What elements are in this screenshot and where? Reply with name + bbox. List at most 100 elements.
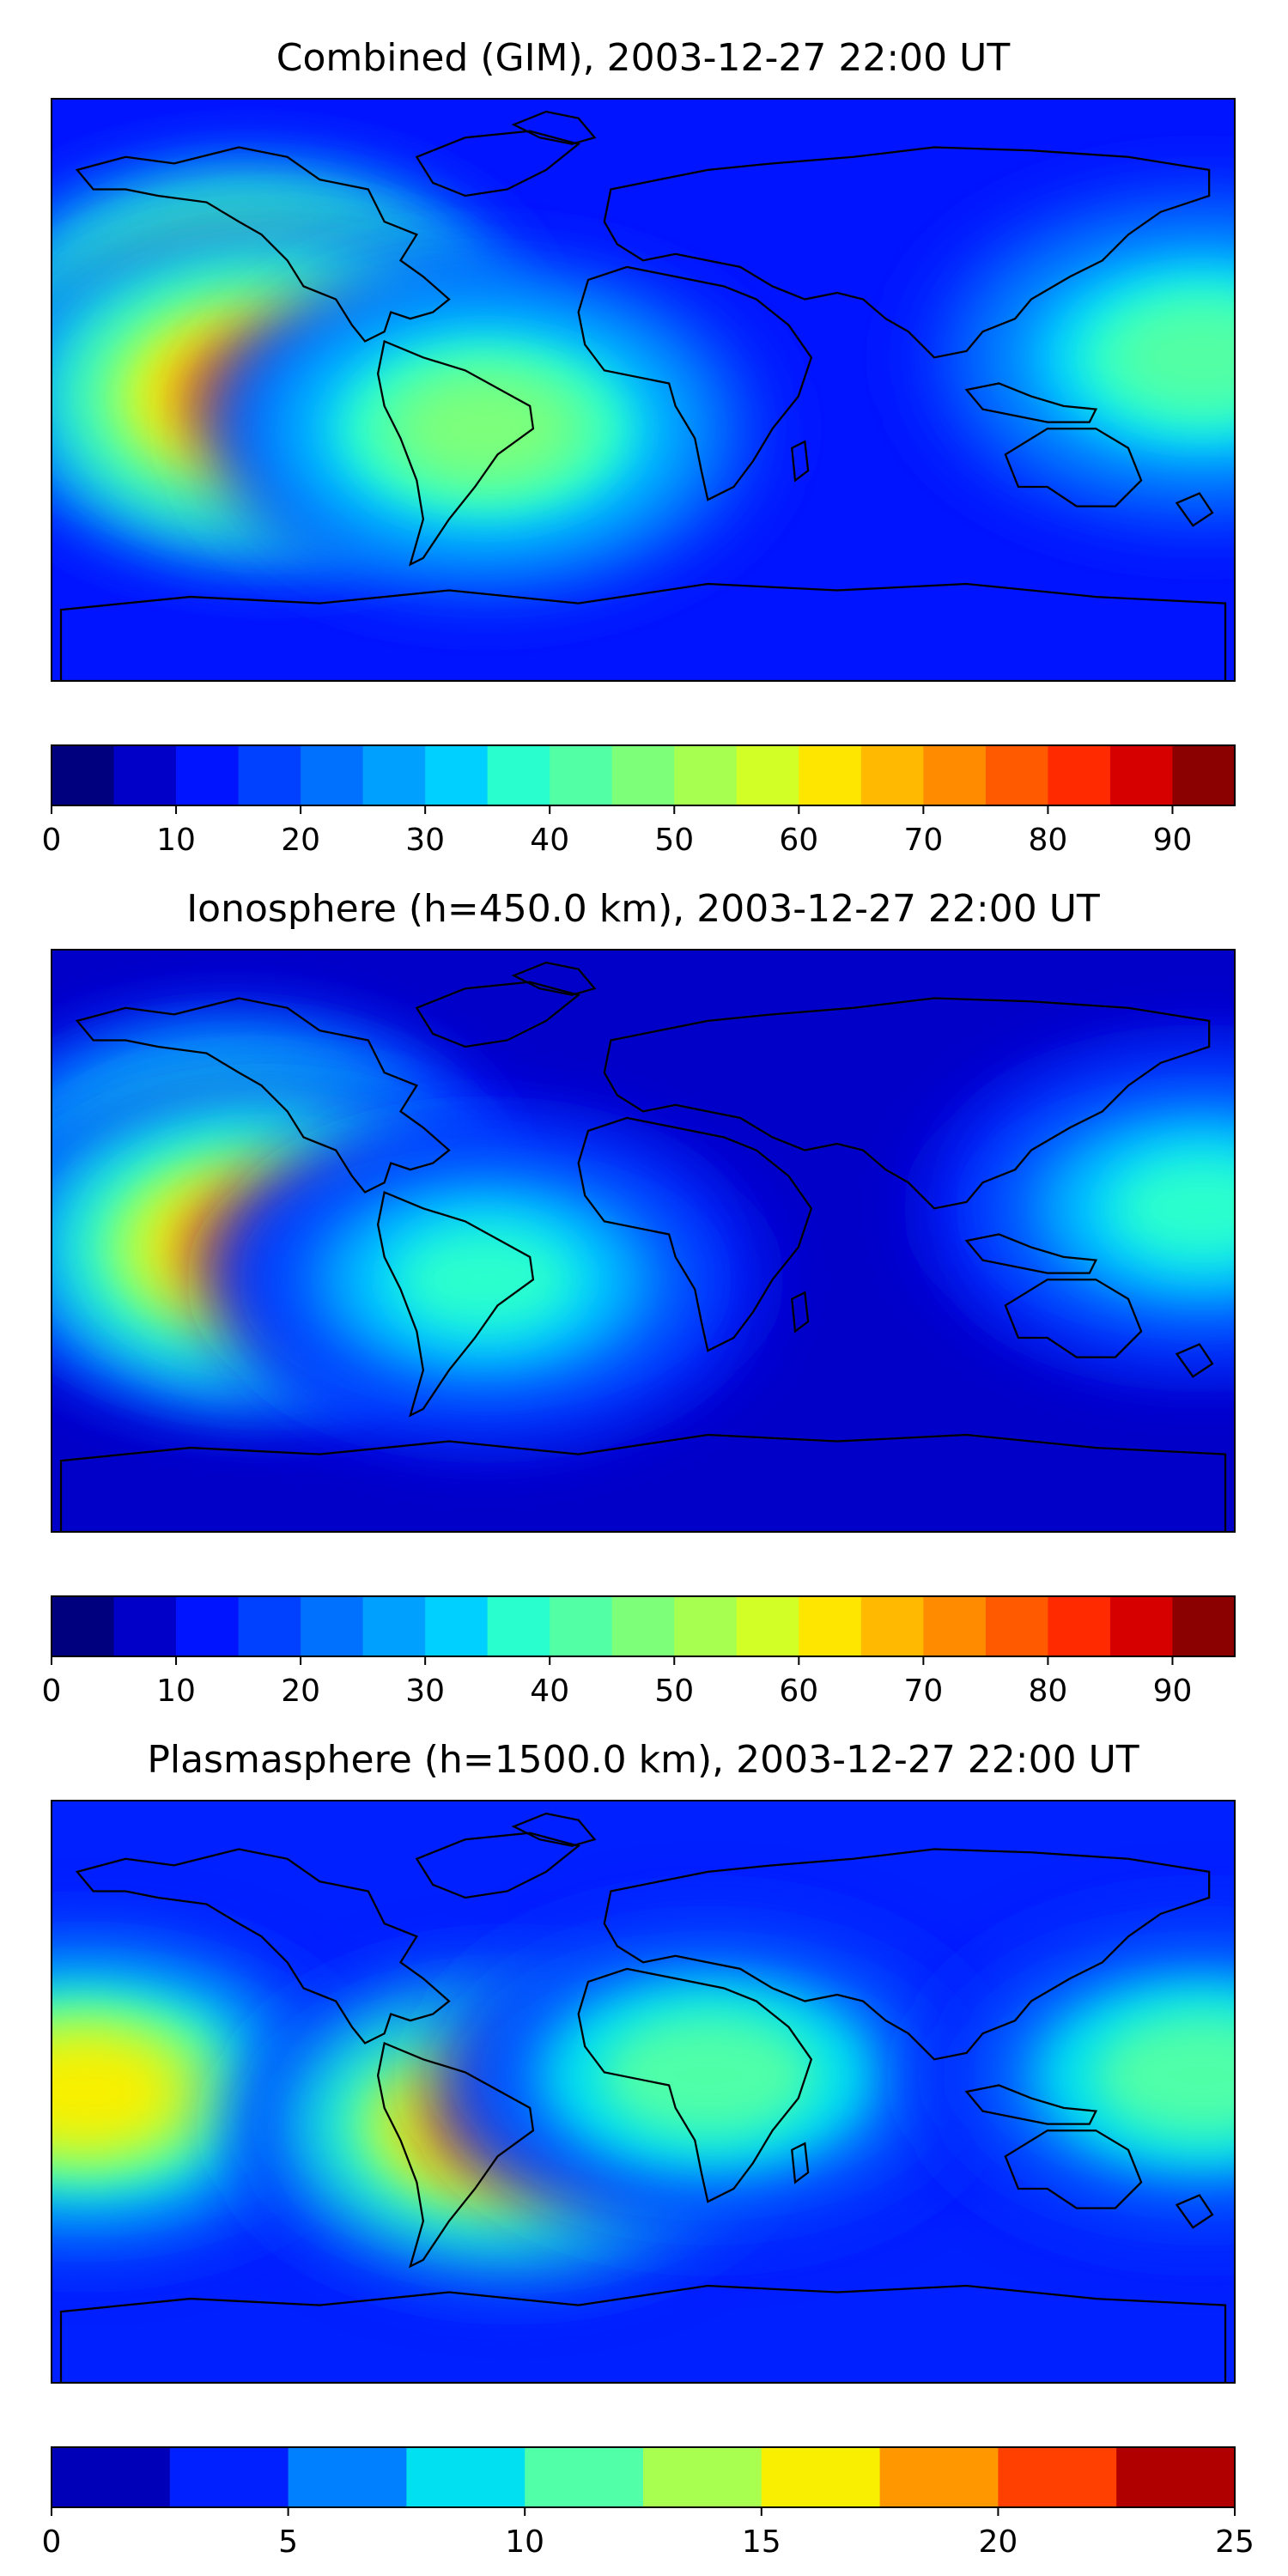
- colorbar-segment: [362, 745, 426, 805]
- colorbar-segment: [487, 745, 550, 805]
- colorbar-segment: [301, 745, 364, 805]
- colorbar-tick-label: 70: [903, 1674, 943, 1709]
- colorbar-segment: [1116, 2447, 1236, 2507]
- colorbar-frame: [51, 1595, 1236, 1657]
- colorbar-tick-label: 30: [405, 1674, 445, 1709]
- colorbar-segment: [550, 745, 613, 805]
- colorbar-segment: [998, 2447, 1117, 2507]
- colorbar-segment: [799, 1596, 862, 1656]
- colorbar-segment: [860, 745, 924, 805]
- colorbar-tick-label: 60: [779, 823, 818, 858]
- colorbar-segment: [923, 1596, 987, 1656]
- contour-level: [601, 2013, 817, 2138]
- contour-level: [1094, 2013, 1235, 2138]
- colorbar-segment: [860, 1596, 924, 1656]
- contour-level: [402, 380, 569, 477]
- colorbar-segment: [643, 2447, 762, 2507]
- panel-ionosphere: Ionosphere (h=450.0 km), 2003-12-27 22:0…: [42, 887, 1236, 1709]
- colorbar-segment: [611, 1596, 675, 1656]
- contour-level: [1113, 306, 1235, 410]
- colorbar-tick-label: 10: [156, 823, 196, 858]
- colorbar-segment: [301, 1596, 364, 1656]
- density-field: [52, 1024, 1235, 1439]
- colorbar-segment: [1048, 1596, 1111, 1656]
- colorbar-segment: [879, 2447, 999, 2507]
- colorbar-tick-label: 40: [530, 823, 569, 858]
- colorbar-segment: [176, 1596, 240, 1656]
- panel-title: Ionosphere (h=450.0 km), 2003-12-27 22:0…: [186, 887, 1100, 931]
- colorbar-segment: [425, 745, 489, 805]
- colorbar-tick-label: 50: [654, 1674, 694, 1709]
- colorbar-segment: [362, 1596, 426, 1656]
- colorbar-tick-label: 50: [654, 823, 694, 858]
- colorbar-segment: [525, 2447, 644, 2507]
- colorbar-tick-label: 15: [742, 2524, 781, 2560]
- colorbar-tick-label: 0: [42, 2524, 62, 2560]
- colorbar-segment: [736, 1596, 799, 1656]
- map-area: [52, 950, 1235, 1532]
- colorbar-segment: [176, 745, 240, 805]
- colorbar-segment: [674, 745, 738, 805]
- map-frame: [51, 98, 1236, 682]
- colorbar-tick-label: 90: [1153, 823, 1193, 858]
- colorbar-segment: [611, 745, 675, 805]
- map-frame: [51, 1800, 1236, 2384]
- colorbar-tick-label: 20: [281, 1674, 320, 1709]
- colorbar-tick-label: 0: [42, 1674, 62, 1709]
- colorbar-tick-label: 10: [156, 1674, 196, 1709]
- colorbar: 0 5 10 15 20 25: [42, 2446, 1255, 2560]
- colorbar-tick-label: 10: [505, 2524, 544, 2560]
- density-field: [52, 1917, 1235, 2283]
- colorbar-segment: [169, 2447, 289, 2507]
- colorbar-tick-label: 80: [1029, 823, 1068, 858]
- colorbar-tick-label: 5: [278, 2524, 298, 2560]
- colorbar-tick-label: 20: [978, 2524, 1018, 2560]
- contour-level: [397, 1228, 574, 1332]
- colorbar-segment: [238, 1596, 301, 1656]
- colorbar: 0 10 20 30 40 50 60 70 80 90: [42, 1595, 1236, 1709]
- colorbar-segment: [113, 745, 177, 805]
- panel-title: Combined (GIM), 2003-12-27 22:00 UT: [276, 36, 1011, 80]
- colorbar-segment: [923, 745, 987, 805]
- colorbar-segment: [487, 1596, 550, 1656]
- colorbar-segment: [52, 2447, 171, 2507]
- colorbar-segment: [985, 1596, 1049, 1656]
- panel-combined: Combined (GIM), 2003-12-27 22:00 UT 0 10 2…: [42, 36, 1236, 858]
- panel-title: Plasmasphere (h=1500.0 km), 2003-12-27 2…: [147, 1738, 1139, 1782]
- colorbar-segment: [736, 745, 799, 805]
- colorbar-tick-label: 0: [42, 823, 62, 858]
- colorbar-frame: [51, 744, 1236, 806]
- colorbar-tick-label: 30: [405, 823, 445, 858]
- panel-plasmasphere: Plasmasphere (h=1500.0 km), 2003-12-27 2…: [42, 1738, 1255, 2560]
- colorbar-segment: [1172, 1596, 1236, 1656]
- density-field: [52, 173, 1235, 588]
- colorbar-tick-label: 40: [530, 1674, 569, 1709]
- colorbar-tick-label: 90: [1153, 1674, 1193, 1709]
- colorbar-tick-label: 70: [903, 823, 943, 858]
- colorbar-tick-label: 25: [1215, 2524, 1255, 2560]
- colorbar-frame: [51, 2446, 1236, 2508]
- colorbar-segment: [1109, 1596, 1174, 1656]
- colorbar-segment: [985, 745, 1049, 805]
- colorbar-segment: [113, 1596, 177, 1656]
- colorbar-tick-label: 60: [779, 1674, 818, 1709]
- colorbar-segment: [674, 1596, 738, 1656]
- colorbar-segment: [799, 745, 862, 805]
- contour-level: [52, 2040, 173, 2143]
- colorbar-segment: [1172, 745, 1236, 805]
- colorbar-segment: [550, 1596, 613, 1656]
- map-frame: [51, 949, 1236, 1533]
- colorbar-segment: [761, 2447, 881, 2507]
- colorbar-segment: [52, 745, 115, 805]
- colorbar-segment: [1048, 745, 1111, 805]
- colorbar-tick-label: 80: [1029, 1674, 1068, 1709]
- colorbar-segment: [288, 2447, 407, 2507]
- colorbar-segment: [238, 745, 301, 805]
- colorbar: 0 10 20 30 40 50 60 70 80 90: [42, 744, 1236, 858]
- map-area: [52, 99, 1235, 681]
- contour-level: [1113, 1157, 1235, 1261]
- map-area: [52, 1801, 1235, 2383]
- colorbar-segment: [52, 1596, 115, 1656]
- colorbar-segment: [425, 1596, 489, 1656]
